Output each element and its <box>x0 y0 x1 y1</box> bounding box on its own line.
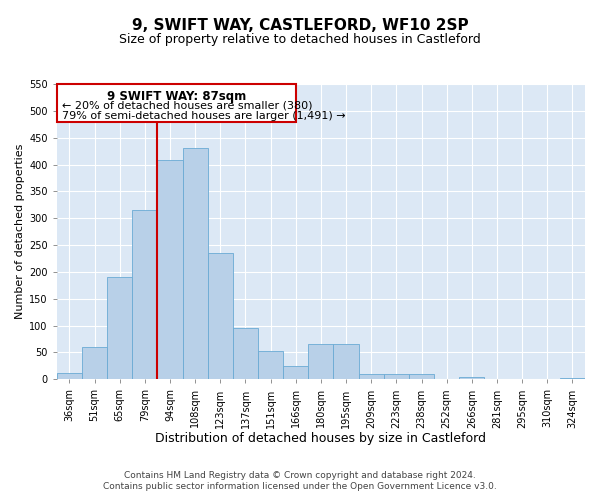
Bar <box>233 328 258 380</box>
Bar <box>182 148 208 380</box>
Text: 79% of semi-detached houses are larger (1,491) →: 79% of semi-detached houses are larger (… <box>62 110 345 120</box>
Bar <box>132 210 157 380</box>
Bar <box>384 374 409 380</box>
Text: Contains HM Land Registry data © Crown copyright and database right 2024.: Contains HM Land Registry data © Crown c… <box>124 471 476 480</box>
Bar <box>208 253 233 380</box>
Bar <box>409 374 434 380</box>
Bar <box>57 373 82 380</box>
Bar <box>258 351 283 380</box>
Bar <box>560 378 585 380</box>
Bar <box>359 374 384 380</box>
Bar <box>157 160 182 380</box>
Bar <box>334 344 359 380</box>
Text: Size of property relative to detached houses in Castleford: Size of property relative to detached ho… <box>119 32 481 46</box>
Text: ← 20% of detached houses are smaller (380): ← 20% of detached houses are smaller (38… <box>62 100 312 110</box>
Bar <box>308 344 334 380</box>
Y-axis label: Number of detached properties: Number of detached properties <box>15 144 25 320</box>
X-axis label: Distribution of detached houses by size in Castleford: Distribution of detached houses by size … <box>155 432 487 445</box>
Bar <box>283 366 308 380</box>
Bar <box>107 278 132 380</box>
Bar <box>82 347 107 380</box>
Text: 9, SWIFT WAY, CASTLEFORD, WF10 2SP: 9, SWIFT WAY, CASTLEFORD, WF10 2SP <box>131 18 469 32</box>
Bar <box>459 376 484 380</box>
Text: 9 SWIFT WAY: 87sqm: 9 SWIFT WAY: 87sqm <box>107 90 246 103</box>
Text: Contains public sector information licensed under the Open Government Licence v3: Contains public sector information licen… <box>103 482 497 491</box>
